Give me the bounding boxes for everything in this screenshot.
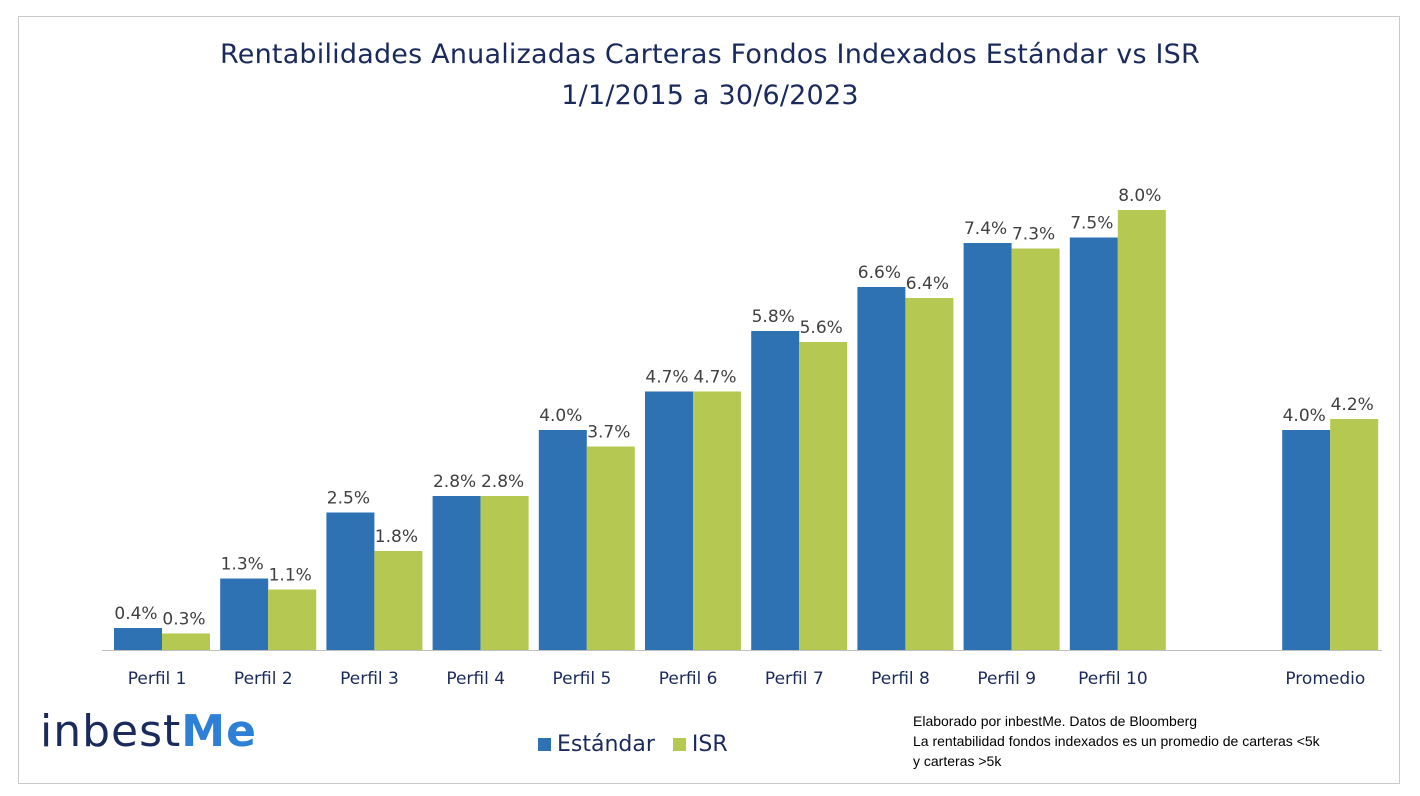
data-label-estandar-1: 0.4% — [114, 604, 157, 624]
data-label-isr-2: 1.1% — [269, 566, 312, 586]
category-label-3: Perfil 3 — [340, 669, 399, 689]
bar-isr-3 — [374, 551, 423, 650]
data-label-estandar-10: 7.5% — [1070, 214, 1113, 234]
logo-accent: Me — [181, 706, 257, 757]
bar-isr-7 — [799, 342, 848, 650]
bar-estandar-2 — [220, 578, 269, 650]
data-label-estandar-3: 2.5% — [327, 489, 370, 509]
bar-isr-10 — [1117, 210, 1166, 650]
source-note-line3: y carteras >5k — [913, 753, 1002, 769]
bar-isr-6 — [693, 391, 741, 650]
data-label-isr-3: 1.8% — [375, 527, 418, 547]
bar-isr-5 — [586, 446, 635, 650]
source-note: Elaborado por inbestMe. Datos de Bloombe… — [913, 711, 1320, 771]
bar-isr-4 — [480, 496, 529, 650]
legend-swatch-isr — [672, 738, 686, 751]
chart-title: Rentabilidades Anualizadas Carteras Fond… — [0, 34, 1420, 116]
category-label-2: Perfil 2 — [234, 669, 293, 689]
bar-isr-8 — [905, 298, 954, 650]
bar-estandar-5 — [538, 430, 587, 650]
bar-estandar-12 — [1282, 430, 1331, 650]
category-label-9: Perfil 9 — [977, 669, 1036, 689]
category-label-4: Perfil 4 — [446, 669, 505, 689]
legend-label-estandar: Estándar — [557, 732, 655, 757]
legend: Estándar ISR — [538, 732, 746, 757]
data-label-isr-8: 6.4% — [906, 274, 949, 294]
data-label-estandar-7: 5.8% — [752, 307, 795, 327]
category-label-12: Promedio — [1285, 669, 1365, 689]
data-label-isr-1: 0.3% — [162, 610, 205, 630]
bar-isr-1 — [162, 633, 210, 650]
data-label-estandar-2: 1.3% — [221, 555, 264, 575]
data-label-isr-9: 7.3% — [1012, 225, 1055, 245]
category-label-6: Perfil 6 — [659, 669, 718, 689]
bar-estandar-4 — [432, 496, 481, 650]
bar-estandar-6 — [645, 391, 693, 650]
data-label-isr-12: 4.2% — [1331, 395, 1374, 415]
bar-estandar-10 — [1069, 237, 1118, 650]
data-label-isr-5: 3.7% — [587, 423, 630, 443]
logo-text: inbest — [40, 706, 182, 757]
legend-swatch-estandar — [538, 738, 551, 751]
data-label-isr-4: 2.8% — [481, 472, 524, 492]
bar-estandar-9 — [963, 243, 1012, 650]
category-label-7: Perfil 7 — [765, 669, 824, 689]
legend-item-estandar: Estándar — [538, 732, 655, 757]
data-label-isr-7: 5.6% — [800, 318, 843, 338]
category-label-10: Perfil 10 — [1078, 669, 1148, 689]
bar-estandar-7 — [751, 331, 800, 650]
data-label-estandar-5: 4.0% — [539, 406, 582, 426]
category-label-5: Perfil 5 — [553, 669, 612, 689]
data-label-isr-6: 4.7% — [693, 368, 736, 388]
legend-label-isr: ISR — [691, 732, 728, 757]
chart-title-line2: 1/1/2015 a 30/6/2023 — [561, 80, 859, 111]
inbestme-logo: inbest Me — [40, 706, 257, 757]
bar-estandar-8 — [857, 287, 906, 650]
source-note-line1: Elaborado por inbestMe. Datos de Bloombe… — [913, 713, 1198, 729]
data-label-isr-10: 8.0% — [1118, 186, 1161, 206]
legend-item-isr: ISR — [672, 732, 728, 757]
data-label-estandar-8: 6.6% — [858, 263, 901, 283]
data-label-estandar-6: 4.7% — [645, 368, 688, 388]
source-note-line2: La rentabilidad fondos indexados es un p… — [913, 733, 1320, 749]
bar-isr-9 — [1011, 248, 1060, 650]
category-label-1: Perfil 1 — [128, 669, 187, 689]
bar-isr-12 — [1330, 419, 1379, 650]
bar-estandar-3 — [326, 512, 375, 650]
data-label-estandar-12: 4.0% — [1283, 406, 1326, 426]
data-label-estandar-9: 7.4% — [964, 219, 1007, 239]
data-label-estandar-4: 2.8% — [433, 472, 476, 492]
bar-isr-2 — [268, 589, 317, 650]
chart-title-line1: Rentabilidades Anualizadas Carteras Fond… — [220, 39, 1200, 70]
category-label-8: Perfil 8 — [871, 669, 930, 689]
bar-estandar-1 — [114, 628, 162, 650]
